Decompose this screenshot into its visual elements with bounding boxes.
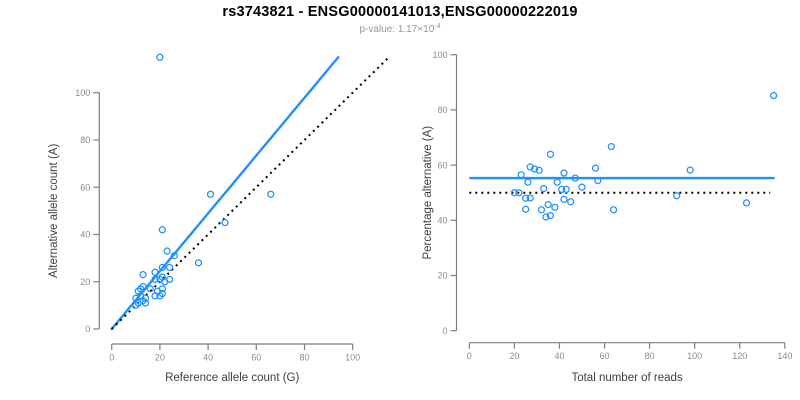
x-tick-label: 100 [687,351,702,361]
y-axis-title: Alternative allele count (A) [48,144,60,278]
scatter-point [151,268,159,276]
y-axis-title: Percentage alternative (A) [422,126,434,260]
scatter-point [594,176,602,185]
scatter-point [267,190,275,198]
y-tick-label: 80 [80,135,90,145]
scatter-point [531,165,539,173]
scatter-point [562,185,570,194]
x-axis-title: Total number of reads [571,372,682,384]
y-tick-label: 60 [80,182,90,192]
y-tick-label: 20 [437,271,447,281]
y-tick-label: 0 [85,324,90,334]
scatter-point [522,194,530,202]
scatter-point [163,247,171,255]
x-tick-label: 100 [345,353,360,363]
p-value-exponent: -4 [434,23,441,30]
x-tick-label: 40 [554,351,564,361]
scatter-point [517,171,525,179]
y-tick-label: 60 [437,160,447,170]
scatter-point [134,287,142,295]
scatter-point [567,198,575,206]
figure-title: rs3743821 - ENSG00000141013,ENSG00000222… [222,4,578,20]
scatter-point [546,211,555,220]
scatter-point [537,206,546,214]
x-tick-label: 40 [203,353,213,363]
scatter-point [540,184,548,193]
x-tick-label: 80 [645,351,655,361]
x-axis-title: Reference allele count (G) [165,372,299,384]
x-tick-label: 20 [509,351,519,361]
chart-percentage-vs-reads-scatter: 0 20 40 60 80 100 120 140 0 20 40 60 80 100 Total numb… [422,50,792,384]
regression-fit-line [110,56,340,331]
scatter-point [158,263,166,272]
chart-allele-counts-scatter: 0 20 40 60 80 100 0 20 40 60 80 100 Reference allele… [48,53,390,384]
scatter-point [686,166,694,174]
x-tick-label: 60 [600,351,610,361]
scatter-point [542,213,550,221]
scatter-point [139,282,147,291]
scatter-point [522,205,530,213]
scatter-point [510,189,519,197]
scatter-point [165,275,174,284]
y-tick-label: 0 [442,326,447,336]
scatter-point [158,226,166,234]
y-tick-label: 40 [80,230,90,240]
x-tick-label: 60 [251,353,261,363]
x-tick-label: 20 [155,353,165,363]
scatter-point [546,150,555,158]
x-tick-label: 0 [109,353,114,363]
scatter-point [560,169,568,177]
y-tick-label: 100 [75,88,90,98]
scatter-point [607,142,615,151]
scatter-point [139,271,147,279]
scatter-point [535,166,543,174]
scatter-point [158,285,166,293]
scatter-point [526,163,534,171]
scatter-point [156,53,164,61]
scatter-point [146,285,154,293]
y-tick-label: 40 [437,216,447,226]
p-value-text: p-value: 1.17×10 [359,24,435,35]
scatter-point [560,195,568,203]
scatter-point [515,189,523,197]
scatter-point [221,219,229,227]
x-tick-label: 140 [777,351,792,361]
x-tick-label: 120 [732,351,747,361]
y-tick-label: 80 [437,105,447,115]
scatter-point [673,192,681,200]
scatter-point [551,203,559,211]
scatter-point [524,178,532,186]
scatter-point [591,164,600,172]
x-tick-label: 0 [467,351,472,361]
y-tick-label: 20 [80,277,90,287]
scatter-point [769,91,778,100]
scatter-point [141,299,150,307]
scatter-point [578,183,586,191]
scatter-point [206,190,215,198]
scatter-point [151,275,159,284]
y-tick-label: 100 [432,50,447,60]
scatter-point [165,263,174,272]
scatter-point [141,294,150,302]
scatter-point [553,178,561,186]
scatter-point [170,252,178,260]
scatter-point [558,185,566,194]
scatter-point [742,199,751,207]
scatter-point [609,206,618,214]
scatter-point [571,174,579,182]
p-value-subtitle: p-value: 1.17×10-4 [0,23,800,35]
scatter-point [544,200,552,209]
scatter-point [526,194,534,202]
scatter-point [194,259,203,267]
x-tick-label: 80 [299,353,309,363]
